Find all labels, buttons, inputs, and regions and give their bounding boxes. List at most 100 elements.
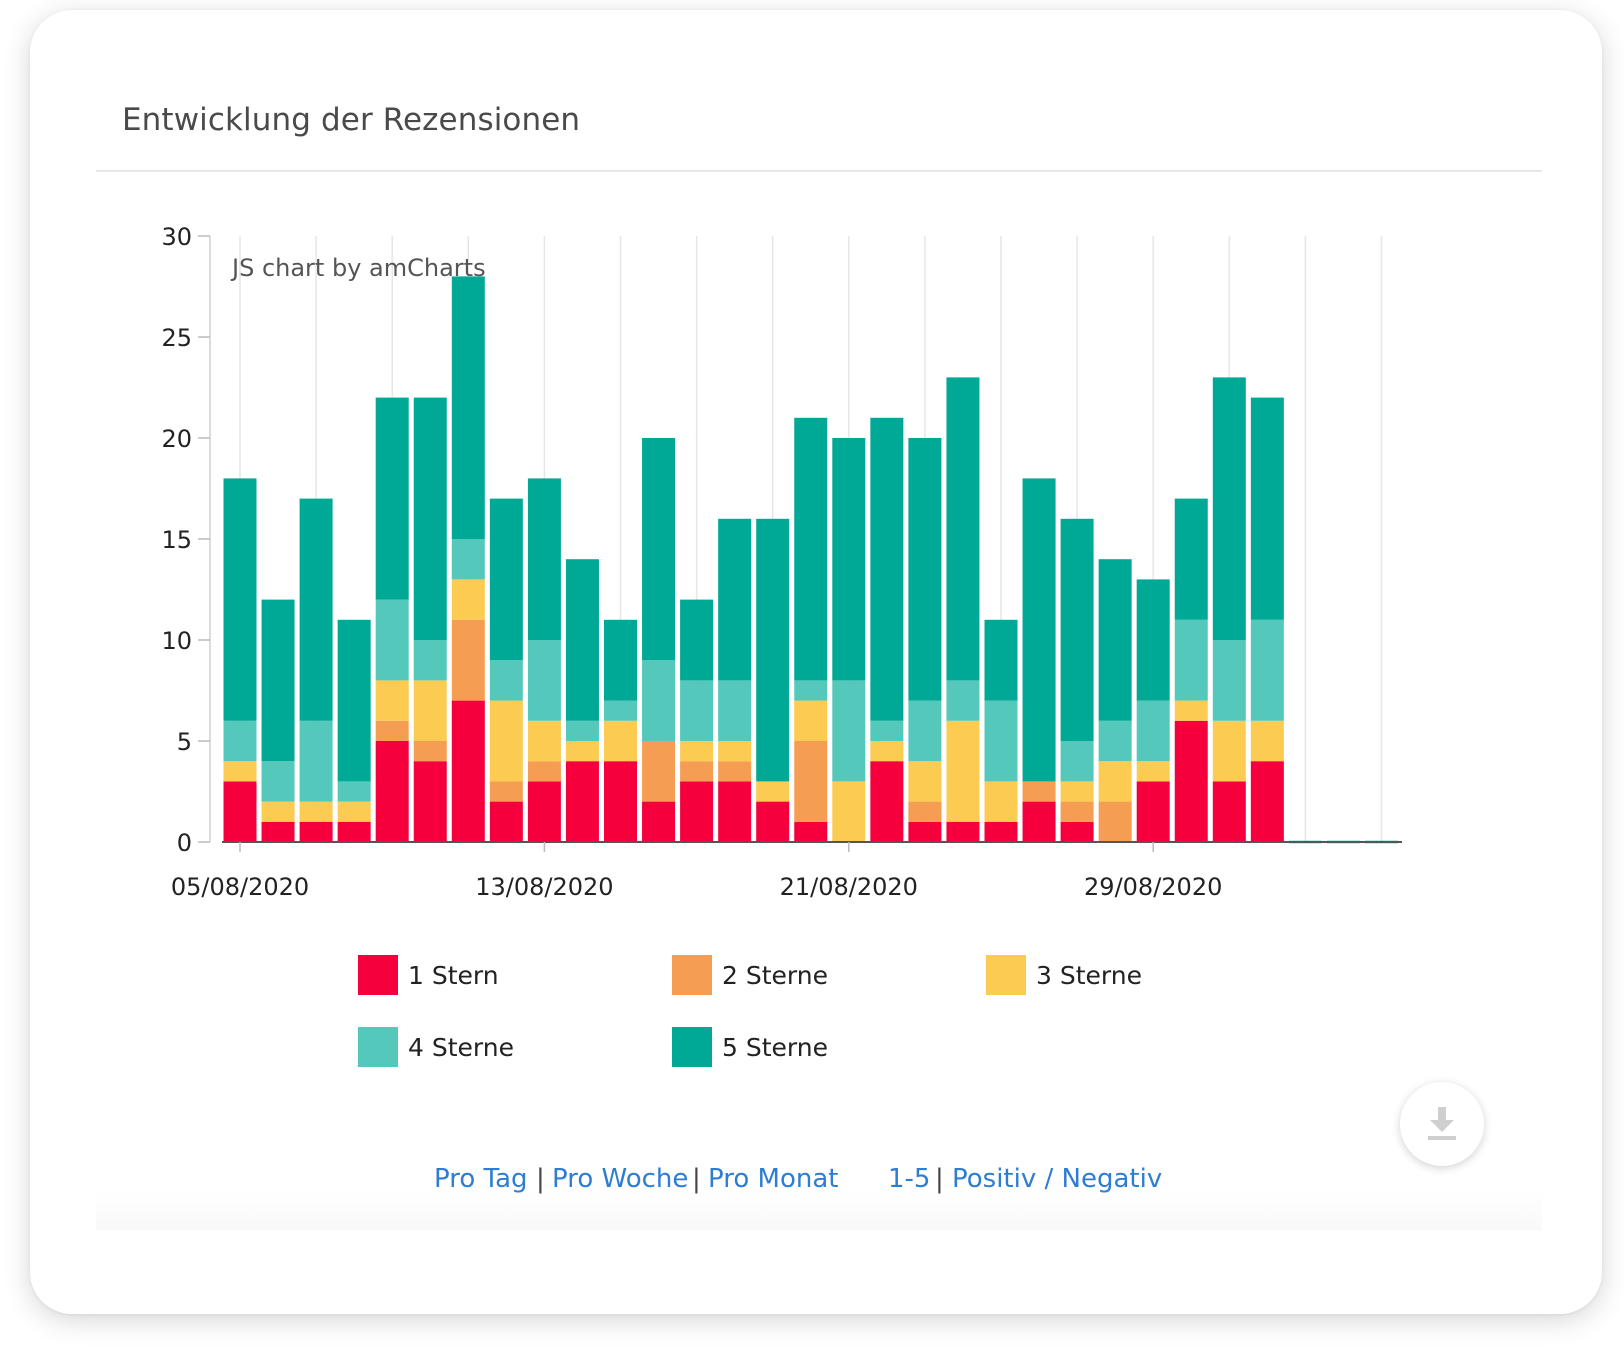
download-icon bbox=[1428, 1107, 1456, 1140]
bar-segment-2 bbox=[794, 741, 828, 822]
bar-segment-2 bbox=[1098, 801, 1132, 842]
bar-segment-4 bbox=[489, 660, 523, 701]
bar-segment-1 bbox=[870, 761, 904, 842]
y-tick-label: 25 bbox=[161, 324, 192, 352]
bar-segment-2 bbox=[489, 781, 523, 802]
bar-segment-4 bbox=[337, 781, 371, 802]
bar-segment-5 bbox=[1250, 397, 1284, 620]
bar-segment-1 bbox=[565, 761, 599, 842]
bar-segment-3 bbox=[908, 761, 942, 802]
x-tick-label: 29/08/2020 bbox=[1084, 873, 1222, 901]
legend-label: 5 Sterne bbox=[722, 1033, 828, 1062]
bar-segment-1 bbox=[375, 741, 409, 842]
download-button[interactable] bbox=[1400, 1082, 1484, 1166]
bar-segment-3 bbox=[832, 781, 866, 842]
bar-segment-2 bbox=[413, 741, 447, 762]
bar-segment-4 bbox=[604, 700, 637, 721]
bar-segment-3 bbox=[756, 781, 790, 802]
bar-segment-4 bbox=[299, 720, 333, 802]
bar-segment-1 bbox=[1136, 781, 1170, 842]
bar-segment-4 bbox=[527, 640, 561, 721]
bar-segment-5 bbox=[604, 619, 637, 701]
bar-segment-1 bbox=[604, 761, 637, 842]
bar-segment-3 bbox=[375, 680, 409, 721]
bar-segment-5 bbox=[642, 438, 676, 661]
bar-segment-5 bbox=[413, 397, 447, 640]
bar-segment-3 bbox=[1098, 761, 1132, 802]
pro-tag-link[interactable]: Pro Tag bbox=[434, 1164, 528, 1194]
title-divider bbox=[96, 170, 1542, 172]
bar-segment-3 bbox=[794, 700, 828, 741]
legend-label: 1 Stern bbox=[408, 961, 499, 990]
bar-segment-4 bbox=[680, 680, 714, 741]
bar-segment-4 bbox=[223, 720, 257, 762]
pro-woche-link[interactable]: Pro Woche bbox=[552, 1164, 689, 1194]
bar-segment-2 bbox=[1022, 781, 1056, 802]
bar-segment-1 bbox=[1174, 720, 1208, 842]
bar-segment-3 bbox=[223, 761, 257, 782]
legend-label: 2 Sterne bbox=[722, 961, 828, 990]
axis-layer: 0 5 10 15 20 25 30 05/08/2020 13/08/2020 21/08/20… bbox=[161, 223, 1402, 901]
bar-segment-1 bbox=[527, 781, 561, 842]
y-tick-label: 10 bbox=[161, 627, 192, 655]
bar-segment-5 bbox=[565, 559, 599, 721]
bar-segment-1 bbox=[223, 781, 257, 842]
x-tick-label: 05/08/2020 bbox=[171, 873, 309, 901]
bar-segment-3 bbox=[718, 741, 752, 762]
bar-segment-3 bbox=[451, 579, 485, 620]
legend-label: 3 Sterne bbox=[1036, 961, 1142, 990]
y-tick-label: 5 bbox=[177, 728, 192, 756]
bar-segment-5 bbox=[1136, 579, 1170, 701]
range-1-5-link[interactable]: 1-5 bbox=[888, 1164, 931, 1194]
bar-segment-4 bbox=[908, 700, 942, 762]
bar-segment-3 bbox=[1136, 761, 1170, 782]
bar-segment-2 bbox=[680, 761, 714, 782]
bar-segment-3 bbox=[299, 801, 333, 822]
bar-segment-2 bbox=[908, 801, 942, 822]
bar-segment-2 bbox=[527, 761, 561, 782]
legend-swatch bbox=[672, 1027, 712, 1067]
bar-segment-1 bbox=[984, 821, 1018, 842]
bar-segment-1 bbox=[642, 801, 676, 842]
bar-segment-1 bbox=[489, 801, 523, 842]
bar-segment-5 bbox=[718, 518, 752, 681]
bar-segment-5 bbox=[946, 377, 980, 681]
bar-segment-5 bbox=[756, 518, 790, 782]
bar-segment-1 bbox=[718, 781, 752, 842]
bar-segment-1 bbox=[337, 821, 371, 842]
bar-segment-5 bbox=[794, 417, 828, 681]
bar-segment-4 bbox=[1212, 640, 1246, 721]
bar-segment-4 bbox=[1174, 619, 1208, 701]
bar-segment-4 bbox=[261, 761, 295, 802]
bar-segment-3 bbox=[984, 781, 1018, 822]
bar-segment-3 bbox=[870, 741, 904, 762]
bar-segment-2 bbox=[375, 720, 409, 741]
bar-segment-3 bbox=[946, 720, 980, 822]
pro-monat-link[interactable]: Pro Monat bbox=[708, 1164, 839, 1194]
bar-segment-5 bbox=[908, 438, 942, 701]
bar-segment-3 bbox=[1174, 700, 1208, 721]
bar-segment-3 bbox=[565, 741, 599, 762]
bar-segment-4 bbox=[870, 720, 904, 741]
stacked-bar-chart: 0 5 10 15 20 25 30 05/08/2020 13/08/2020 21/08/20… bbox=[161, 223, 1402, 1067]
bar-segment-5 bbox=[223, 478, 257, 721]
bar-segment-1 bbox=[1250, 761, 1284, 842]
bar-segment-1 bbox=[946, 821, 980, 842]
bar-segment-4 bbox=[451, 539, 485, 580]
bar-segment-4 bbox=[794, 680, 828, 701]
review-card: Entwicklung der Rezensionen 0 5 10 15 20 25 30… bbox=[30, 10, 1602, 1314]
bar-segment-3 bbox=[1060, 781, 1094, 802]
bars-layer bbox=[223, 276, 1398, 844]
bar-segment-3 bbox=[413, 680, 447, 741]
bar-segment-1 bbox=[756, 801, 790, 842]
bar-segment-4 bbox=[832, 680, 866, 782]
bar-segment-4 bbox=[946, 680, 980, 721]
bar-segment-4 bbox=[1136, 700, 1170, 762]
bar-segment-1 bbox=[451, 700, 485, 842]
bar-segment-3 bbox=[489, 700, 523, 782]
legend-swatch bbox=[358, 955, 398, 995]
bar-segment-5 bbox=[261, 599, 295, 762]
positiv-negativ-link[interactable]: Positiv / Negativ bbox=[952, 1164, 1163, 1194]
bar-segment-5 bbox=[832, 438, 866, 681]
bar-segment-2 bbox=[718, 761, 752, 782]
